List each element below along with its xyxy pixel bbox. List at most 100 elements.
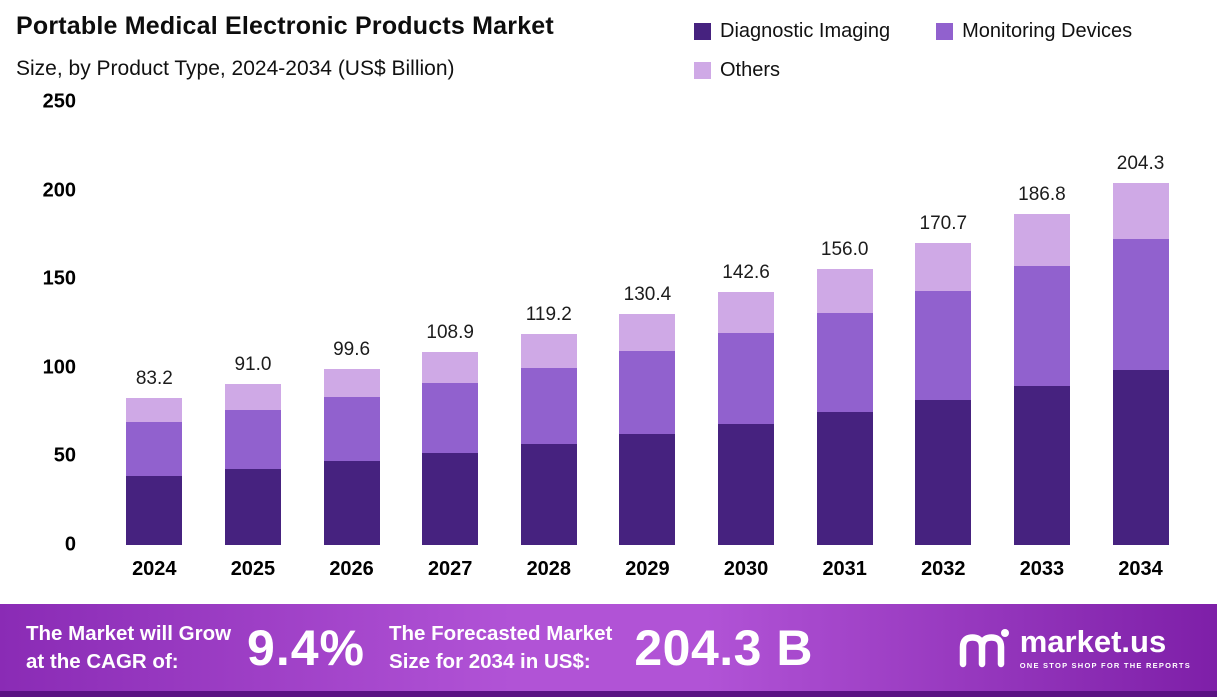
bar-segment-others: [1112, 182, 1169, 240]
cagr-label-line1: The Market will Grow: [26, 622, 232, 646]
bar-segment-diagnostic-imaging: [816, 412, 873, 545]
bar-total-label: 204.3: [1116, 152, 1165, 174]
bar-segment-monitoring-devices: [520, 367, 577, 444]
bar-segment-diagnostic-imaging: [520, 443, 577, 545]
bar-segment-monitoring-devices: [323, 397, 380, 461]
bar-segment-others: [915, 242, 972, 291]
bar-stack: [323, 368, 380, 546]
bar-group-2027: 108.9: [422, 102, 479, 545]
forecast-value: 204.3 B: [634, 619, 813, 676]
bar-segment-monitoring-devices: [915, 290, 972, 400]
x-axis: 2024 2025 2026 2027 2028 2029 2030 2031 2032 2033…: [105, 558, 1190, 581]
x-tick-2034: 2034: [1118, 558, 1163, 580]
bar-segment-others: [323, 368, 380, 398]
x-tick-2032: 2032: [921, 558, 966, 580]
bar-stack: [915, 242, 972, 545]
cagr-label: The Market will Grow at the CAGR of:: [26, 620, 231, 674]
forecast-label-line2: Size for 2034 in US$:: [389, 649, 591, 673]
y-axis: 0 50 100 150 200 250: [0, 91, 86, 556]
y-tick-50: 50: [53, 444, 76, 467]
bar-segment-monitoring-devices: [1112, 239, 1169, 371]
bar-segment-others: [619, 313, 676, 351]
plot-area: 83.2 91.0 99.6 108.9 119.2 130.4 142.6 156.0 170…: [105, 102, 1190, 546]
bar-stack: [1013, 214, 1070, 545]
bar-segment-diagnostic-imaging: [619, 434, 676, 545]
y-tick-150: 150: [42, 267, 76, 290]
bar-segment-others: [224, 383, 281, 411]
bar-segment-diagnostic-imaging: [718, 423, 775, 545]
bar-total-label: 119.2: [525, 303, 572, 325]
forecast-label: The Forecasted Market Size for 2034 in U…: [389, 620, 612, 674]
bar-segment-monitoring-devices: [224, 410, 281, 469]
bar-group-2024: 83.2: [126, 102, 183, 546]
legend-item-monitoring-devices: Monitoring Devices: [936, 20, 1132, 43]
x-tick-2030: 2030: [723, 558, 769, 580]
x-tick-2024: 2024: [132, 558, 177, 580]
bar-total-label: 91.0: [234, 353, 272, 375]
bar-total-label: 108.9: [426, 322, 474, 344]
legend-row: Others: [694, 59, 1132, 82]
chart-area: Portable Medical Electronic Products Mar…: [0, 12, 1190, 581]
bar-segment-diagnostic-imaging: [126, 475, 183, 546]
brand-tagline: ONE STOP SHOP FOR THE REPORTS: [1019, 660, 1191, 670]
bar-group-2034: 204.3: [1112, 102, 1169, 545]
bar-segment-others: [126, 397, 183, 422]
brand-name: market.us: [1019, 623, 1167, 659]
bar-stack: [422, 352, 479, 545]
bar-group-2025: 91.0: [224, 102, 281, 545]
bar-segment-monitoring-devices: [126, 421, 183, 476]
bar-segment-diagnostic-imaging: [422, 452, 479, 545]
legend-label: Monitoring Devices: [962, 20, 1133, 42]
page-title: Portable Medical Electronic Products Mar…: [16, 12, 554, 40]
legend-swatch-icon: [694, 23, 711, 40]
bar-stack: [619, 313, 676, 545]
x-tick-2028: 2028: [526, 558, 572, 580]
legend-row: Diagnostic Imaging Monitoring Devices: [694, 20, 1132, 43]
bar-segment-others: [718, 292, 775, 333]
legend-item-diagnostic-imaging: Diagnostic Imaging: [694, 20, 890, 43]
legend-label: Diagnostic Imaging: [720, 20, 891, 42]
bar-total-label: 83.2: [135, 367, 173, 389]
bar-segment-diagnostic-imaging: [1013, 385, 1070, 545]
bar-total-label: 156.0: [820, 238, 869, 260]
bar-total-label: 170.7: [919, 212, 968, 234]
bar-stack: [224, 383, 281, 545]
cagr-value: 9.4%: [247, 619, 366, 676]
y-tick-200: 200: [42, 179, 76, 202]
y-tick-250: 250: [42, 90, 76, 113]
bar-total-label: 186.8: [1018, 184, 1066, 205]
bar-stack: [1112, 182, 1169, 545]
marketus-logo-icon: [959, 628, 1009, 667]
bar-segment-diagnostic-imaging: [915, 399, 972, 545]
legend-item-others: Others: [694, 59, 780, 82]
bar-segment-others: [816, 268, 873, 313]
bar-stack: [816, 268, 873, 545]
bar-group-2033: 186.8: [1013, 102, 1070, 545]
bar-segment-others: [1013, 214, 1070, 266]
brand: market.us ONE STOP SHOP FOR THE REPORTS: [956, 626, 1191, 670]
legend-swatch-icon: [694, 62, 711, 79]
bar-segment-monitoring-devices: [816, 312, 873, 413]
bar-stack: [520, 333, 577, 545]
x-tick-2027: 2027: [427, 558, 473, 580]
bar-segment-others: [422, 352, 479, 384]
bar-group-2032: 170.7: [915, 102, 972, 545]
footer-banner: The Market will Grow at the CAGR of: 9.4…: [0, 604, 1217, 697]
y-tick-0: 0: [64, 533, 76, 556]
bar-group-2028: 119.2: [520, 102, 577, 545]
x-tick-2031: 2031: [822, 558, 867, 580]
bar-segment-monitoring-devices: [1013, 265, 1070, 386]
legend-label: Others: [720, 59, 781, 81]
footer-bottom-strip: [0, 691, 1217, 697]
bar-segment-monitoring-devices: [619, 350, 676, 435]
page-subtitle: Size, by Product Type, 2024-2034 (US$ Bi…: [16, 57, 455, 80]
bar-group-2029: 130.4: [619, 102, 676, 545]
y-tick-100: 100: [42, 356, 76, 379]
x-tick-2029: 2029: [625, 558, 670, 580]
cagr-label-line2: at the CAGR of:: [26, 649, 179, 673]
bar-group-2026: 99.6: [323, 102, 380, 546]
legend-swatch-icon: [936, 23, 954, 40]
x-tick-2025: 2025: [230, 558, 276, 580]
bar-segment-diagnostic-imaging: [1112, 370, 1169, 545]
